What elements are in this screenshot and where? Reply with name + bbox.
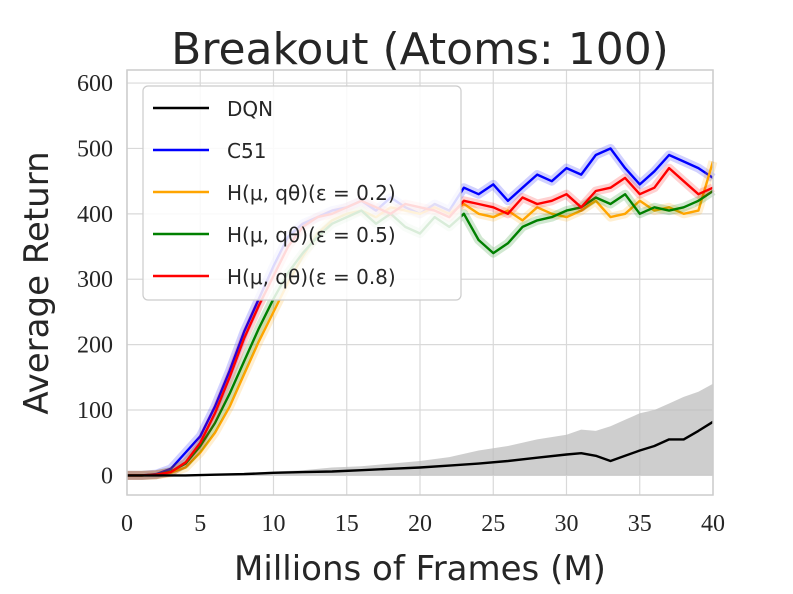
x-tick-label: 25 [481,511,505,537]
dqn-confidence-band [127,383,713,476]
y-tick-label: 300 [77,267,113,293]
y-tick-label: 400 [77,202,113,228]
y-tick-label: 500 [77,136,113,162]
plot-frame [126,69,714,496]
x-tick-label: 0 [121,511,133,537]
chart-title: Breakout (Atoms: 100) [171,24,669,75]
x-tick-label: 35 [628,511,652,537]
legend-label: H(μ, qθ)(ε = 0.5) [227,223,396,247]
y-tick-label: 200 [77,333,113,359]
y-tick-label: 100 [77,398,113,424]
legend-label: DQN [227,97,273,121]
y-tick-label: 600 [77,71,113,97]
x-tick-label: 10 [262,511,286,537]
x-tick-label: 40 [701,511,725,537]
legend-box [142,85,462,301]
y-tick-label: 0 [101,463,113,489]
x-tick-label: 15 [335,511,359,537]
x-axis-label: Millions of Frames (M) [234,549,606,589]
legend: DQN C51 H(μ, qθ)(ε = 0.2) H(μ, qθ)(ε = 0.5)… [142,85,462,301]
series-line-0 [127,420,714,477]
dqn-band-area [127,383,713,476]
x-tick-label: 20 [408,511,432,537]
legend-label: C51 [227,139,266,163]
x-tick-label: 30 [555,511,579,537]
y-axis-label: Average Return [17,151,57,414]
x-tick-label: 5 [194,511,206,537]
legend-label: H(μ, qθ)(ε = 0.2) [227,181,396,205]
legend-label: H(μ, qθ)(ε = 0.8) [227,265,396,289]
